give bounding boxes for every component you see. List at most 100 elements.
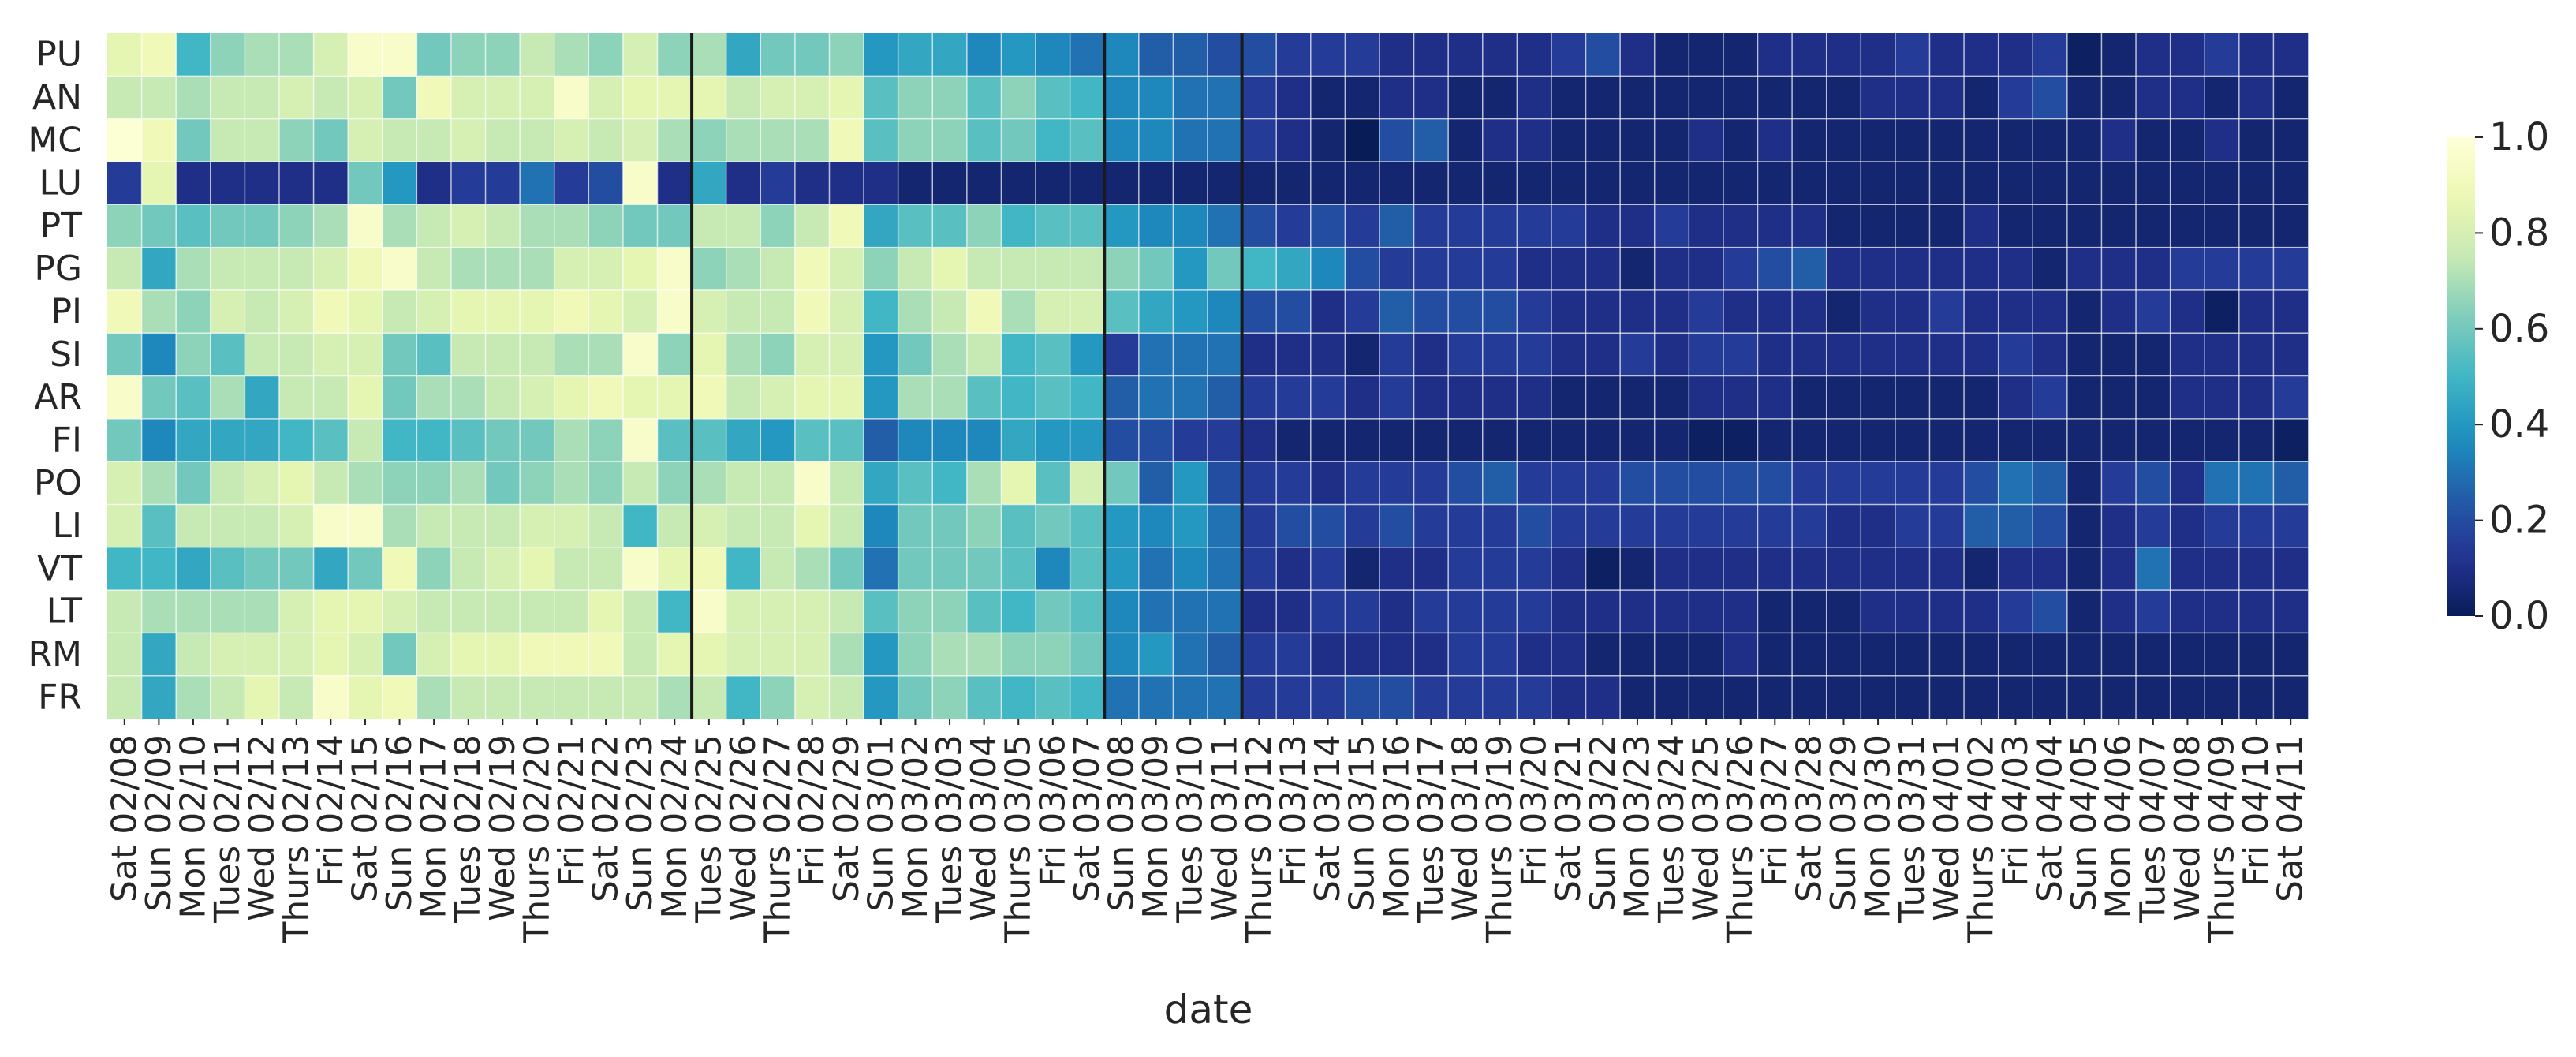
column-label: Sat 03/14: [1308, 734, 1348, 902]
column-label: Sat 03/28: [1789, 734, 1829, 902]
heatmap-cell: [2136, 418, 2171, 462]
heatmap-cell: [1723, 118, 1758, 162]
heatmap-cell: [485, 461, 521, 505]
heatmap-cell: [1001, 547, 1036, 591]
heatmap-cell: [1757, 590, 1793, 633]
heatmap-cell: [1379, 418, 1414, 462]
heatmap-cell: [1826, 247, 1861, 291]
heatmap-cell: [2136, 590, 2171, 633]
heatmap-cell: [245, 33, 280, 77]
heatmap-cell: [1585, 33, 1621, 77]
heatmap-cell: [1448, 33, 1484, 77]
heatmap-cell: [2136, 461, 2171, 505]
heatmap-cell: [760, 247, 796, 291]
heatmap-cell: [348, 33, 383, 77]
heatmap-cell: [1310, 461, 1346, 505]
heatmap-cell: [864, 633, 898, 676]
heatmap-cell: [1757, 461, 1793, 505]
column-label: Sun 02/23: [620, 734, 660, 912]
heatmap-cell: [2136, 161, 2171, 205]
heatmap-cell: [966, 76, 1002, 119]
heatmap-cell: [107, 247, 142, 291]
heatmap-cell: [1104, 547, 1140, 591]
heatmap-cell: [1620, 675, 1656, 719]
heatmap-cell: [588, 118, 624, 162]
heatmap-cell: [1448, 118, 1484, 162]
heatmap-cell: [1620, 289, 1656, 334]
heatmap-cell: [829, 33, 864, 77]
heatmap-cell: [692, 247, 726, 291]
heatmap-cell: [760, 76, 796, 119]
heatmap-cell: [485, 289, 521, 334]
heatmap-cell: [1723, 204, 1758, 248]
heatmap-cell: [692, 633, 726, 676]
heatmap-cell: [898, 33, 933, 77]
heatmap-cell: [1413, 375, 1449, 420]
heatmap-cell: [657, 247, 693, 291]
heatmap-cell: [1208, 375, 1242, 420]
heatmap-cell: [278, 161, 314, 205]
heatmap-cell: [2066, 247, 2102, 291]
heatmap-cell: [1276, 161, 1312, 205]
heatmap-cell: [966, 247, 1002, 291]
heatmap-cell: [2238, 590, 2274, 633]
row-label: VT: [37, 548, 82, 588]
heatmap-cell: [1036, 33, 1070, 77]
heatmap-cell: [1792, 675, 1827, 719]
heatmap-cell: [2101, 461, 2137, 505]
heatmap-cell: [2136, 675, 2171, 719]
heatmap-cell: [313, 118, 349, 162]
heatmap-cell: [1551, 289, 1586, 334]
heatmap-cell: [1998, 504, 2033, 548]
heatmap-cell: [657, 204, 693, 248]
heatmap-cell: [245, 547, 280, 591]
heatmap-cell: [1208, 590, 1242, 633]
heatmap-cell: [966, 333, 1002, 376]
heatmap-cell: [1517, 418, 1552, 462]
heatmap-cell: [1654, 547, 1689, 591]
heatmap-cell: [278, 547, 314, 591]
heatmap-cell: [864, 204, 898, 248]
heatmap-cell: [2273, 333, 2309, 376]
heatmap-cell: [1620, 333, 1656, 376]
heatmap-cell: [932, 333, 968, 376]
row-label: RM: [28, 634, 82, 674]
heatmap-cell: [1689, 461, 1724, 505]
column-label: Sat 02/29: [827, 734, 867, 902]
colorbar-tick-label: 0.6: [2489, 307, 2549, 351]
heatmap-cell: [1345, 504, 1380, 548]
heatmap-cell: [2033, 247, 2068, 291]
heatmap-cell: [2205, 633, 2240, 676]
heatmap-cell: [245, 118, 280, 162]
heatmap-cell: [1861, 204, 1896, 248]
heatmap-cell: [1517, 289, 1552, 334]
heatmap-cell: [1173, 590, 1208, 633]
heatmap-cell: [622, 375, 658, 420]
heatmap-cell: [1276, 118, 1312, 162]
heatmap-cell: [1036, 247, 1070, 291]
heatmap-cell: [794, 204, 830, 248]
heatmap-cell: [898, 247, 933, 291]
heatmap-cell: [726, 161, 761, 205]
heatmap-cell: [278, 289, 314, 334]
heatmap-cell: [622, 504, 658, 548]
heatmap-cell: [1964, 33, 1999, 77]
heatmap-cell: [1001, 161, 1036, 205]
heatmap-cell: [932, 461, 968, 505]
heatmap-cell: [1138, 247, 1174, 291]
column-label: Sat 02/22: [586, 734, 626, 902]
heatmap-cell: [1826, 547, 1861, 591]
heatmap-cell: [1757, 504, 1793, 548]
heatmap-cell: [1070, 418, 1105, 462]
heatmap-cell: [588, 633, 624, 676]
row-label: PO: [34, 463, 82, 503]
heatmap-cell: [1379, 247, 1414, 291]
heatmap-cell: [1379, 375, 1414, 420]
column-label: Sat 03/21: [1548, 734, 1589, 902]
heatmap-cell: [1413, 289, 1449, 334]
heatmap-cell: [1757, 76, 1793, 119]
heatmap-cell: [966, 375, 1002, 420]
heatmap-cell: [794, 504, 830, 548]
heatmap-cell: [1792, 289, 1827, 334]
heatmap-cell: [966, 161, 1002, 205]
